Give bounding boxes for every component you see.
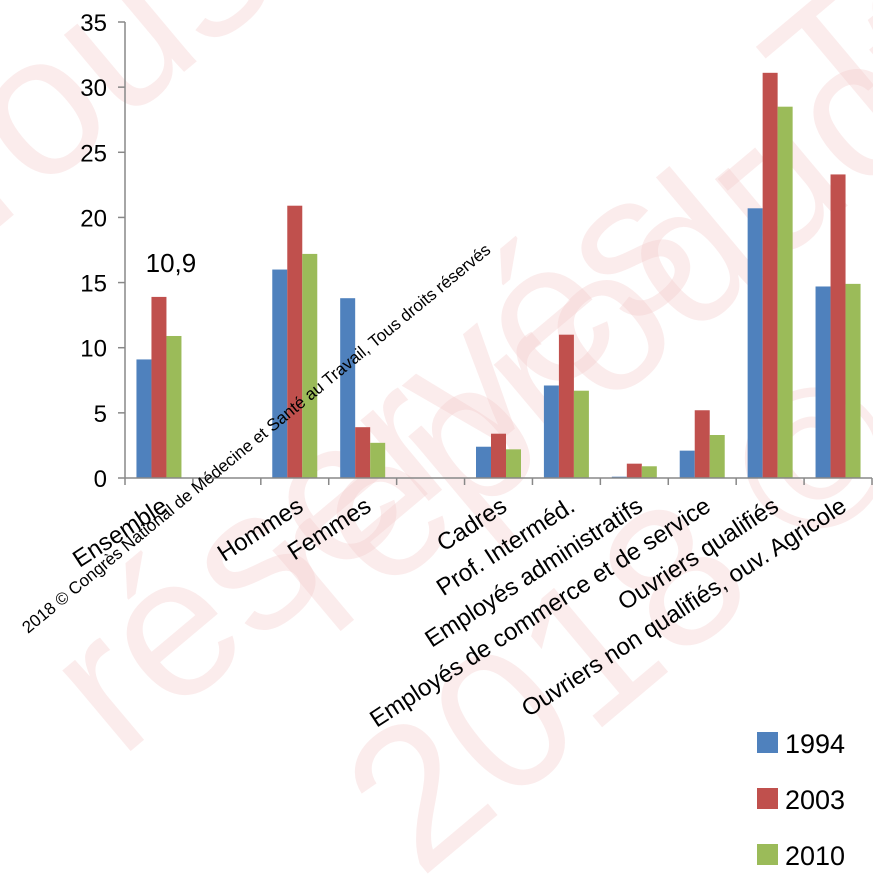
legend-label: 2003 [785, 785, 845, 815]
bar-2010 [641, 466, 657, 478]
y-tick-label: 15 [80, 271, 107, 298]
y-tick-label: 25 [80, 140, 107, 167]
bar-2003 [762, 72, 778, 478]
bar-2010 [506, 449, 521, 478]
bar-2003 [558, 334, 574, 478]
bar-1994 [815, 286, 831, 478]
bar-2003 [694, 410, 710, 478]
bar-1994 [679, 450, 695, 478]
bar-1994 [272, 269, 288, 478]
bar-1994 [340, 298, 356, 478]
bar-2010 [370, 442, 386, 478]
y-tick-label: 20 [80, 205, 107, 232]
y-tick-label: 35 [80, 10, 107, 37]
bar-1994 [136, 359, 152, 478]
bar-2010 [302, 253, 318, 478]
bar-2010 [573, 390, 589, 478]
bar-2003 [830, 174, 846, 479]
legend-label: 2010 [785, 841, 845, 871]
bar-1994 [747, 208, 763, 478]
legend-swatch-1994 [757, 732, 778, 753]
annotations: 10,9 [146, 248, 197, 278]
legend: 1994 2003 2010 [757, 729, 845, 871]
y-axis: 0 5 10 15 20 25 30 35 [80, 10, 126, 493]
bar-2003 [491, 433, 506, 478]
bar-2003 [626, 463, 642, 478]
y-tick-label: 10 [80, 336, 107, 363]
bar-1994 [543, 385, 559, 478]
bars [136, 72, 861, 479]
y-tick-label: 5 [94, 401, 107, 428]
bar-2010 [777, 106, 793, 478]
bar-2003 [355, 427, 371, 478]
legend-label: 1994 [785, 729, 845, 759]
data-label: 10,9 [146, 248, 197, 278]
y-tick-label: 30 [80, 75, 107, 102]
legend-swatch-2010 [757, 844, 778, 865]
bar-2010 [845, 283, 861, 478]
bar-2003 [151, 296, 167, 478]
legend-swatch-2003 [757, 788, 778, 809]
bar-1994 [476, 446, 491, 478]
bar-2003 [287, 205, 303, 478]
bar-2010 [709, 435, 725, 478]
y-tick-label: 0 [94, 466, 107, 493]
bar-2010 [166, 335, 182, 478]
